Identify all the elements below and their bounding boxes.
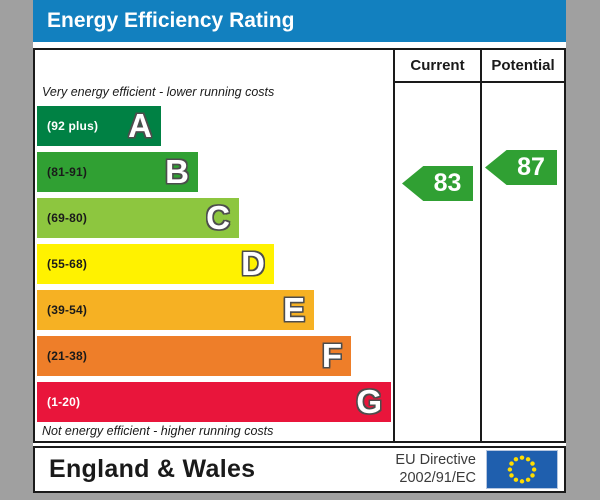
region-label: England & Wales xyxy=(49,455,256,483)
band-c: (69-80) C xyxy=(37,198,239,238)
header-row-divider xyxy=(393,81,564,83)
band-d: (55-68) D xyxy=(37,244,274,284)
band-a-letter: A xyxy=(128,107,152,144)
band-f: (21-38) F xyxy=(37,336,351,376)
band-b-range: (81-91) xyxy=(47,165,88,179)
eu-directive-label: EU Directive 2002/91/EC xyxy=(395,451,476,487)
band-g: (1-20) G xyxy=(37,382,391,422)
band-a-range: (92 plus) xyxy=(47,119,99,133)
band-f-range: (21-38) xyxy=(47,349,88,363)
band-c-letter: C xyxy=(206,199,230,236)
band-a: (92 plus) A xyxy=(37,106,161,146)
column-divider-potential xyxy=(480,50,482,441)
eu-directive-line1: EU Directive xyxy=(395,452,476,468)
chart-title-bar: Energy Efficiency Rating xyxy=(33,0,566,42)
band-b: (81-91) B xyxy=(37,152,198,192)
band-g-range: (1-20) xyxy=(47,395,81,409)
column-header-current: Current xyxy=(410,57,465,74)
chart-title: Energy Efficiency Rating xyxy=(47,9,295,32)
band-b-letter: B xyxy=(165,153,189,190)
top-caption: Very energy efficient - lower running co… xyxy=(42,85,275,99)
footer-bar: England & Wales EU Directive 2002/91/EC xyxy=(33,446,566,493)
band-e-range: (39-54) xyxy=(47,303,88,317)
eu-flag-icon xyxy=(486,450,558,489)
band-g-letter: G xyxy=(356,383,382,420)
band-d-letter: D xyxy=(241,245,265,282)
potential-rating-value: 87 xyxy=(517,153,545,181)
band-d-range: (55-68) xyxy=(47,257,88,271)
band-f-letter: F xyxy=(321,337,342,374)
eu-directive-line2: 2002/91/EC xyxy=(399,470,476,486)
band-e: (39-54) E xyxy=(37,290,314,330)
rating-table: Current Potential Very energy efficient … xyxy=(33,48,566,443)
bottom-caption: Not energy efficient - higher running co… xyxy=(42,424,274,438)
column-header-potential: Potential xyxy=(491,57,555,74)
current-rating-value: 83 xyxy=(433,169,462,197)
band-c-range: (69-80) xyxy=(47,211,88,225)
potential-rating-arrow: 87 xyxy=(485,150,557,185)
column-divider-current xyxy=(393,50,395,441)
current-rating-arrow: 83 xyxy=(402,166,473,201)
band-e-letter: E xyxy=(282,291,305,328)
epc-rating-panel: Energy Efficiency Rating Current Potenti… xyxy=(33,0,566,493)
